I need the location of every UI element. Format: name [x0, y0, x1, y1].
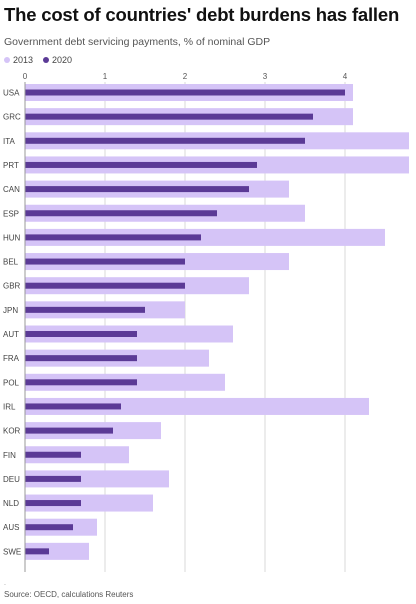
- bar-2020: [25, 524, 73, 531]
- chart-title: The cost of countries' debt burdens has …: [4, 4, 400, 25]
- legend-swatch-2013: [4, 57, 10, 63]
- legend: 2013 2020: [4, 55, 72, 65]
- x-tick-label: 4: [343, 72, 348, 81]
- category-label: DEU: [3, 475, 20, 484]
- bar-2020: [25, 137, 305, 144]
- category-label: USA: [3, 89, 20, 98]
- bar-2013: [25, 494, 153, 512]
- category-label: SWE: [3, 547, 21, 556]
- bar-2020: [25, 113, 313, 120]
- legend-label-2013: 2013: [13, 55, 34, 65]
- bar-2020: [25, 210, 217, 217]
- category-label: BEL: [3, 258, 19, 267]
- bar-2020: [25, 500, 81, 507]
- category-label: AUS: [3, 523, 19, 532]
- category-label: AUT: [3, 330, 19, 339]
- bar-2020: [25, 475, 81, 482]
- category-label: FIN: [3, 451, 16, 460]
- bar-2013: [25, 470, 169, 488]
- legend-item-2020: 2020: [43, 55, 72, 65]
- category-label: ESP: [3, 209, 19, 218]
- bar-2020: [25, 548, 49, 555]
- legend-label-2020: 2020: [52, 55, 73, 65]
- category-label: FRA: [3, 354, 20, 363]
- category-label: JPN: [3, 306, 18, 315]
- bar-2013: [25, 542, 89, 560]
- bar-2020: [25, 89, 345, 96]
- chart-subtitle: Government debt servicing payments, % of…: [4, 36, 271, 48]
- bar-2020: [25, 403, 121, 410]
- x-tick-label: 0: [23, 72, 28, 81]
- category-label: POL: [3, 378, 20, 387]
- bar-2020: [25, 282, 185, 289]
- category-label: KOR: [3, 427, 21, 436]
- bar-2020: [25, 451, 81, 458]
- footer-note: .: [4, 580, 6, 587]
- bar-2020: [25, 258, 185, 265]
- x-tick-label: 1: [103, 72, 108, 81]
- category-label: GBR: [3, 282, 21, 291]
- bar-2020: [25, 379, 137, 386]
- bar-2020: [25, 186, 249, 193]
- bar-2013: [25, 228, 385, 246]
- x-tick-label: 3: [263, 72, 268, 81]
- bar-2020: [25, 331, 137, 337]
- x-tick-label: 2: [183, 72, 188, 81]
- bar-chart: 0 1 2 3 4 USA GRC ITA PRT CAN ESP HUN BEL GBR JPN AUT FR…: [3, 72, 409, 572]
- bar-2013: [25, 397, 369, 415]
- category-label: PRT: [3, 161, 19, 170]
- category-label: HUN: [3, 233, 21, 242]
- category-label: ITA: [3, 137, 16, 146]
- legend-swatch-2020: [43, 57, 50, 63]
- bar-2020: [25, 161, 257, 168]
- category-label: IRL: [3, 402, 16, 411]
- source-note: Source: OECD, calculations Reuters: [4, 590, 134, 599]
- category-label: GRC: [3, 113, 21, 122]
- legend-item-2013: 2013: [4, 55, 33, 65]
- category-label: CAN: [3, 185, 20, 194]
- bar-2020: [25, 306, 145, 313]
- bar-2020: [25, 234, 201, 241]
- bar-2020: [25, 355, 137, 362]
- bar-2020: [25, 427, 113, 434]
- category-label: NLD: [3, 499, 19, 508]
